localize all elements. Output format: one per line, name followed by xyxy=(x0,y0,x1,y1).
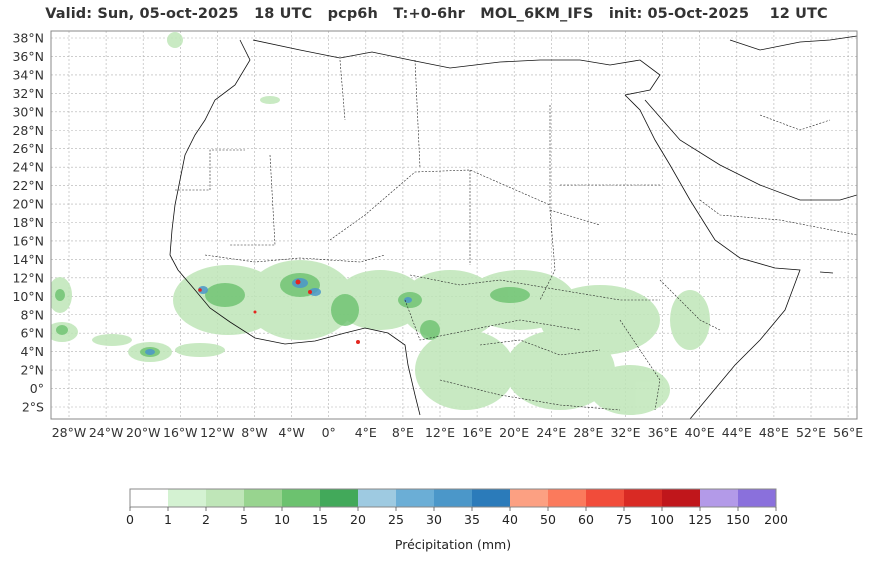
lon-label: 16°W xyxy=(163,425,198,440)
lat-label: 36°N xyxy=(12,49,44,64)
colorbar-swatch xyxy=(130,489,169,507)
lon-label: 52°E xyxy=(796,425,826,440)
lat-label: 12°N xyxy=(12,270,44,285)
colorbar-swatch xyxy=(510,489,549,507)
lat-label: 10°N xyxy=(12,289,44,304)
colorbar-tick-label: 30 xyxy=(426,512,442,527)
lat-label: 26°N xyxy=(12,141,44,156)
lat-label: 8°N xyxy=(20,307,44,322)
colorbar-tick-label: 35 xyxy=(464,512,480,527)
lon-label: 24°E xyxy=(536,425,566,440)
lon-label: 16°E xyxy=(462,425,492,440)
lon-label: 8°E xyxy=(392,425,414,440)
lon-label: 4°W xyxy=(278,425,305,440)
lat-label: 38°N xyxy=(12,31,44,46)
lat-label: 2°N xyxy=(20,363,44,378)
lon-label: 20°W xyxy=(126,425,161,440)
colorbar-swatch xyxy=(662,489,701,507)
colorbar-tick-label: 125 xyxy=(688,512,712,527)
colorbar-tick-label: 1 xyxy=(164,512,172,527)
colorbar-swatch xyxy=(206,489,245,507)
lon-label: 24°W xyxy=(89,425,124,440)
colorbar-swatch xyxy=(396,489,435,507)
lon-label: 56°E xyxy=(833,425,863,440)
colorbar-swatch xyxy=(244,489,283,507)
colorbar-swatch xyxy=(320,489,359,507)
lon-label: 20°E xyxy=(499,425,529,440)
lat-label: 0° xyxy=(30,381,44,396)
lon-label: 4°E xyxy=(355,425,377,440)
colorbar-swatch xyxy=(282,489,321,507)
colorbar-swatch xyxy=(738,489,777,507)
lat-label: 14°N xyxy=(12,252,44,267)
lat-label: 16°N xyxy=(12,233,44,248)
colorbar-tick-label: 150 xyxy=(726,512,750,527)
colorbar-swatch xyxy=(586,489,625,507)
lon-label: 36°E xyxy=(648,425,678,440)
colorbar-tick-label: 40 xyxy=(502,512,518,527)
latitude-labels: 38°N 36°N 34°N 32°N 30°N 28°N 26°N 24°N 22°N 20°N… xyxy=(12,31,44,415)
lon-label: 32°E xyxy=(610,425,640,440)
lon-label: 44°E xyxy=(722,425,752,440)
colorbar-tick-label: 50 xyxy=(540,512,556,527)
lon-label: 40°E xyxy=(685,425,715,440)
graticule xyxy=(51,31,857,419)
precipitation-field xyxy=(51,32,710,415)
lon-label: 12°E xyxy=(425,425,455,440)
colorbar-tick-label: 5 xyxy=(240,512,248,527)
lat-label: 24°N xyxy=(12,160,44,175)
colorbar-tick-label: 25 xyxy=(388,512,404,527)
colorbar-swatch xyxy=(548,489,587,507)
colorbar-tick-label: 60 xyxy=(578,512,594,527)
country-borders xyxy=(175,59,857,411)
colorbar-title: Précipitation (mm) xyxy=(395,537,511,552)
lat-label: 6°N xyxy=(20,326,44,341)
colorbar-tick-label: 20 xyxy=(350,512,366,527)
colorbar-tick-label: 75 xyxy=(616,512,632,527)
lon-label: 28°W xyxy=(52,425,87,440)
colorbar-swatch xyxy=(168,489,207,507)
longitude-labels: 28°W 24°W 20°W 16°W 12°W 8°W 4°W 0° 4°E 8°E 12°E 16… xyxy=(52,425,863,440)
colorbar-swatch xyxy=(700,489,739,507)
colorbar: 0 1 2 5 10 15 20 25 30 35 40 50 60 75 100 125 150 200 xyxy=(126,488,788,527)
lat-label: 4°N xyxy=(20,344,44,359)
lat-label: 22°N xyxy=(12,178,44,193)
lat-label: 30°N xyxy=(12,104,44,119)
colorbar-swatch xyxy=(358,489,397,507)
lon-label: 0° xyxy=(322,425,336,440)
colorbar-tick-label: 100 xyxy=(650,512,674,527)
colorbar-tick-label: 10 xyxy=(274,512,290,527)
colorbar-tick-label: 2 xyxy=(202,512,210,527)
colorbar-tick-label: 15 xyxy=(312,512,328,527)
lat-label: 32°N xyxy=(12,86,44,101)
coastline xyxy=(169,35,857,419)
lon-label: 8°W xyxy=(241,425,268,440)
colorbar-swatch xyxy=(472,489,511,507)
colorbar-tick-label: 0 xyxy=(126,512,134,527)
lat-label: 28°N xyxy=(12,123,44,138)
lon-label: 12°W xyxy=(200,425,235,440)
colorbar-swatch xyxy=(624,489,663,507)
colorbar-swatch xyxy=(434,489,473,507)
lon-label: 28°E xyxy=(573,425,603,440)
colorbar-tick-label: 200 xyxy=(764,512,788,527)
lat-label: 34°N xyxy=(12,67,44,82)
map-title: Valid: Sun, 05-oct-2025 18 UTC pcp6h T:+… xyxy=(45,6,828,22)
lon-label: 48°E xyxy=(759,425,789,440)
lat-label: 18°N xyxy=(12,215,44,230)
lat-label: 20°N xyxy=(12,197,44,212)
lat-label: 2°S xyxy=(22,400,44,415)
